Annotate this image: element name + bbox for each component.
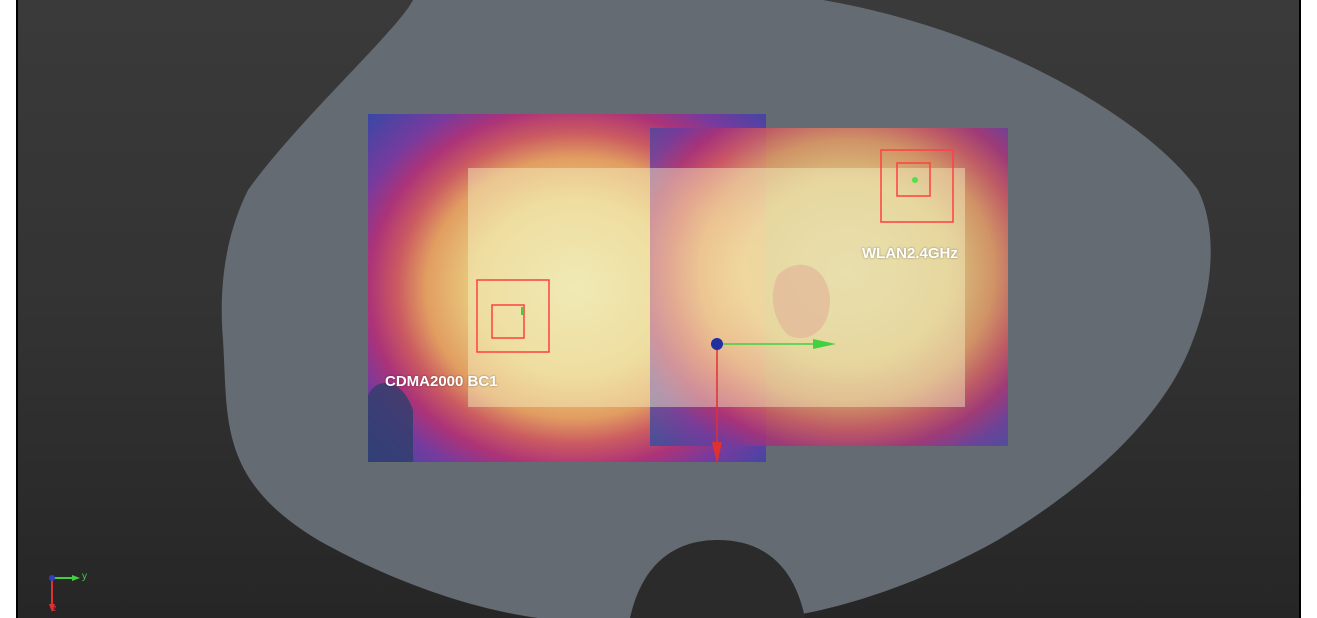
- wlan-area-scan[interactable]: [650, 128, 1008, 446]
- scene-canvas[interactable]: [18, 0, 1299, 618]
- mini-axes-z-label: z: [52, 603, 57, 613]
- orientation-axes-icon: [49, 575, 80, 612]
- cdma-zoom-scan[interactable]: [476, 279, 550, 353]
- phantom-neck-cutout: [630, 540, 805, 618]
- y-axis-arrow-head-icon: [712, 442, 722, 464]
- origin-sphere-icon[interactable]: [711, 338, 723, 350]
- origin-axes[interactable]: [711, 338, 836, 464]
- mini-axes-y-label: y: [82, 571, 87, 582]
- cdma-band-label: CDMA2000 BC1: [385, 373, 498, 390]
- 3d-viewport[interactable]: CDMA2000 BC1 WLAN2.4GHz y z: [16, 0, 1301, 618]
- wlan-zoom-scan[interactable]: [880, 149, 954, 223]
- x-axis-arrow-head-icon: [813, 339, 836, 349]
- wlan-band-label: WLAN2.4GHz: [862, 245, 958, 262]
